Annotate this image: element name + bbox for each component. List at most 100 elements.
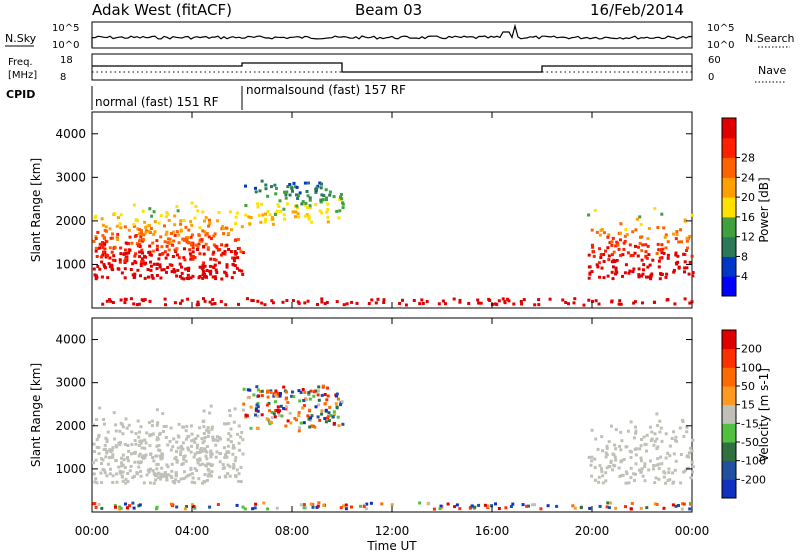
heatmap-cell [283, 217, 287, 221]
heatmap-cell [309, 502, 313, 506]
heatmap-cell [420, 298, 424, 302]
heatmap-cell [149, 227, 153, 230]
heatmap-cell [590, 228, 594, 232]
heatmap-cell [202, 252, 206, 256]
heatmap-cell [582, 303, 586, 307]
heatmap-cell [303, 181, 307, 185]
heatmap-cell [175, 450, 178, 454]
y-tick-label: 3000 [55, 170, 86, 184]
heatmap-cell [602, 260, 606, 263]
heatmap-cell [108, 448, 112, 452]
heatmap-cell [108, 227, 112, 231]
y-tick-label: 4000 [55, 333, 86, 347]
heatmap-cell [134, 252, 138, 256]
heatmap-cell [609, 459, 613, 463]
heatmap-cell [674, 435, 678, 439]
heatmap-cell [285, 190, 289, 194]
station-title: Adak West (fitACF) [92, 1, 232, 19]
heatmap-cell [259, 220, 263, 224]
heatmap-cell [181, 441, 185, 445]
heatmap-cell [350, 505, 353, 509]
heatmap-cell [114, 429, 118, 433]
heatmap-cell [688, 301, 692, 305]
heatmap-cell [108, 298, 111, 302]
colorbar-segment [722, 256, 736, 277]
heatmap-cell [182, 457, 186, 461]
colorbar-frame [721, 117, 737, 297]
heatmap-cell [256, 299, 260, 303]
heatmap-cell [224, 453, 228, 457]
heatmap-cell [649, 277, 653, 281]
heatmap-cell [106, 462, 110, 466]
heatmap-cell [579, 505, 583, 509]
heatmap-cell [229, 427, 233, 431]
heatmap-cell [587, 265, 591, 269]
heatmap-cell [221, 227, 225, 230]
heatmap-cell [291, 299, 295, 302]
heatmap-cell [98, 406, 102, 410]
heatmap-cell [164, 303, 167, 307]
heatmap-cell [656, 226, 660, 229]
velocity-panel-frame [91, 317, 693, 513]
heatmap-cell [332, 410, 336, 414]
x-tick-label: 00:00 [675, 524, 710, 538]
heatmap-cell [618, 444, 622, 448]
heatmap-cell [592, 250, 595, 254]
heatmap-cell [546, 504, 550, 508]
heatmap-cell [324, 420, 328, 424]
heatmap-cell [328, 405, 332, 409]
heatmap-cell [243, 507, 247, 511]
heatmap-cell [203, 480, 207, 484]
heatmap-cell [183, 258, 187, 262]
heatmap-cell [288, 193, 292, 197]
heatmap-cell [234, 215, 238, 219]
heatmap-cell [571, 504, 575, 508]
heatmap-cell [124, 477, 128, 481]
heatmap-cell [133, 259, 137, 263]
heatmap-cell [242, 402, 246, 406]
x-ticks: 00:00 04:00 08:00 12:00 16:00 20:00 00:00 [75, 112, 710, 538]
colorbar-tick-label: 28 [741, 152, 755, 165]
heatmap-cell [234, 475, 238, 479]
heatmap-cell [142, 238, 146, 242]
heatmap-cell [311, 502, 315, 506]
heatmap-cell [101, 253, 105, 257]
heatmap-cell [623, 271, 627, 275]
heatmap-cell [627, 481, 631, 485]
heatmap-cell [214, 277, 218, 281]
heatmap-cell [301, 388, 305, 391]
heatmap-cell [284, 424, 288, 428]
heatmap-cell [106, 430, 110, 434]
heatmap-cell [100, 506, 104, 510]
heatmap-cell [305, 190, 309, 193]
heatmap-cell [537, 298, 541, 302]
colorbar-tick-label: -100 [741, 455, 766, 468]
heatmap-cell [211, 436, 215, 440]
heatmap-cell [115, 224, 119, 228]
heatmap-cell [101, 241, 104, 244]
colorbar-tick-label: 200 [741, 343, 762, 356]
heatmap-cell [102, 418, 106, 421]
heatmap-cell [591, 245, 595, 249]
heatmap-cell [160, 466, 164, 470]
heatmap-cell [297, 429, 301, 433]
heatmap-cell [100, 243, 103, 247]
heatmap-cell [137, 454, 141, 458]
heatmap-cell [269, 391, 273, 394]
heatmap-cell [369, 501, 373, 505]
heatmap-cell [141, 251, 144, 255]
heatmap-cell [619, 430, 623, 434]
heatmap-cell [605, 505, 609, 509]
heatmap-cell [624, 263, 628, 267]
heatmap-cell [262, 501, 266, 505]
y-tick-label: 2000 [55, 214, 86, 228]
heatmap-cell [123, 259, 127, 263]
heatmap-cell [163, 297, 167, 301]
y-tick-label: 1000 [55, 257, 86, 271]
heatmap-cell [688, 235, 692, 238]
heatmap-cell [297, 215, 301, 219]
heatmap-cell [679, 481, 683, 485]
heatmap-cell [173, 223, 177, 227]
heatmap-cell [614, 458, 618, 462]
